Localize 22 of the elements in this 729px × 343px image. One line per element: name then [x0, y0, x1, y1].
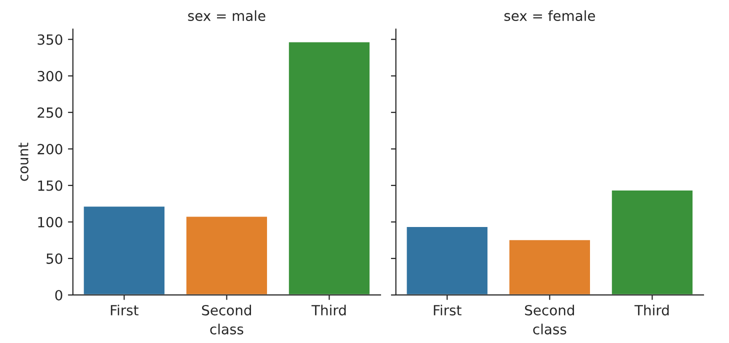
y-tick-label: 350: [38, 34, 62, 45]
y-tick-label: 50: [46, 253, 62, 264]
y-tick-label: 200: [38, 144, 62, 154]
x-tick-label: Third: [634, 304, 669, 316]
y-tick-label: 150: [38, 180, 62, 191]
x-tick-label: First: [110, 304, 138, 316]
x-axis-title: class: [533, 324, 566, 334]
x-tick-label: Second: [202, 304, 251, 316]
y-tick-label: 0: [55, 290, 62, 300]
x-axis-title: class: [210, 324, 244, 334]
chart-title: sex = female: [504, 10, 595, 22]
bar: [82, 205, 166, 295]
x-tick-label: Third: [311, 304, 346, 316]
x-tick-label: First: [434, 304, 462, 316]
chart-title: sex = male: [188, 10, 266, 22]
bar: [184, 215, 268, 295]
y-tick-label: 300: [38, 70, 62, 82]
x-tick-label: Second: [525, 304, 574, 316]
y-axis-title: count: [18, 142, 28, 181]
bar: [288, 40, 371, 295]
y-tick-label: 100: [38, 216, 62, 228]
y-tick-label: 250: [38, 107, 62, 118]
